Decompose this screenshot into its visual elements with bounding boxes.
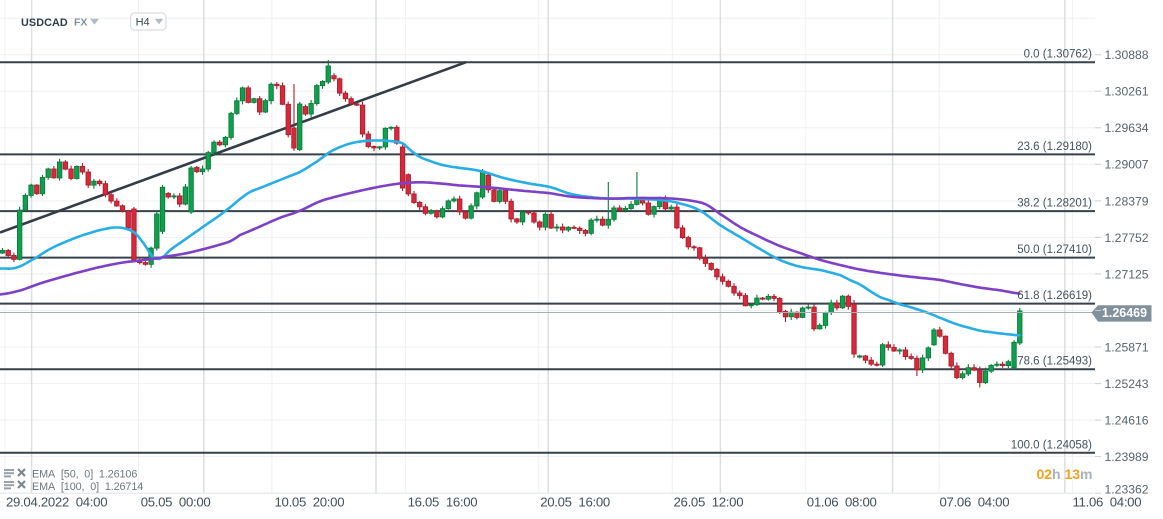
svg-text:1.28379: 1.28379 xyxy=(1105,194,1149,208)
svg-text:05.05 00:00: 05.05 00:00 xyxy=(141,495,211,510)
svg-text:16.05 16:00: 16.05 16:00 xyxy=(408,495,478,510)
svg-text:H4: H4 xyxy=(136,17,150,29)
svg-text:EMA [100, 0] 1.26714: EMA [100, 0] 1.26714 xyxy=(32,481,143,493)
svg-text:1.25243: 1.25243 xyxy=(1105,377,1149,391)
svg-text:1.30888: 1.30888 xyxy=(1105,48,1149,62)
svg-text:38.2 (1.28201): 38.2 (1.28201) xyxy=(1017,198,1092,210)
svg-text:10.05 20:00: 10.05 20:00 xyxy=(275,495,345,510)
svg-text:1.27752: 1.27752 xyxy=(1105,231,1149,245)
svg-text:11.06 04:00: 11.06 04:00 xyxy=(1073,495,1142,510)
svg-text:1.30261: 1.30261 xyxy=(1105,85,1149,99)
svg-text:1.23362: 1.23362 xyxy=(1105,482,1149,496)
svg-text:1.29634: 1.29634 xyxy=(1105,121,1149,135)
svg-text:1.23989: 1.23989 xyxy=(1105,450,1149,464)
svg-text:01.06 08:00: 01.06 08:00 xyxy=(807,495,877,510)
svg-text:61.8 (1.26619): 61.8 (1.26619) xyxy=(1017,290,1092,302)
svg-text:100.0 (1.24058): 100.0 (1.24058) xyxy=(1011,439,1092,451)
svg-text:0.0 (1.30762): 0.0 (1.30762) xyxy=(1024,49,1093,61)
svg-text:1.26469: 1.26469 xyxy=(1102,306,1147,320)
svg-text:USDCAD: USDCAD xyxy=(21,17,68,29)
svg-text:50.0 (1.27410): 50.0 (1.27410) xyxy=(1017,244,1092,256)
svg-text:1.27125: 1.27125 xyxy=(1105,267,1149,281)
svg-text:29.04.2022 04:00: 29.04.2022 04:00 xyxy=(6,495,107,510)
svg-text:1.29007: 1.29007 xyxy=(1105,158,1149,172)
svg-text:23.6 (1.29180): 23.6 (1.29180) xyxy=(1017,141,1092,153)
svg-text:78.6 (1.25493): 78.6 (1.25493) xyxy=(1017,356,1092,368)
svg-text:07.06 04:00: 07.06 04:00 xyxy=(940,495,1010,510)
svg-text:1.25871: 1.25871 xyxy=(1105,340,1149,354)
svg-text:26.05 12:00: 26.05 12:00 xyxy=(674,495,744,510)
svg-text:EMA [50, 0] 1.26106: EMA [50, 0] 1.26106 xyxy=(32,469,137,481)
svg-text:1.24616: 1.24616 xyxy=(1105,414,1149,428)
svg-text:02h 13m: 02h 13m xyxy=(1036,466,1092,482)
svg-text:FX: FX xyxy=(74,16,87,28)
svg-text:20.05 16:00: 20.05 16:00 xyxy=(540,495,610,510)
